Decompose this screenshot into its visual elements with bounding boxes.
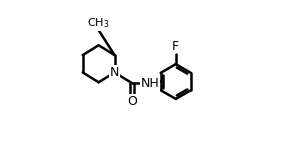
Text: N: N [110, 66, 119, 79]
Text: F: F [172, 40, 179, 53]
Text: NH: NH [141, 77, 160, 89]
Text: CH$_3$: CH$_3$ [87, 16, 110, 30]
Text: O: O [127, 95, 137, 108]
